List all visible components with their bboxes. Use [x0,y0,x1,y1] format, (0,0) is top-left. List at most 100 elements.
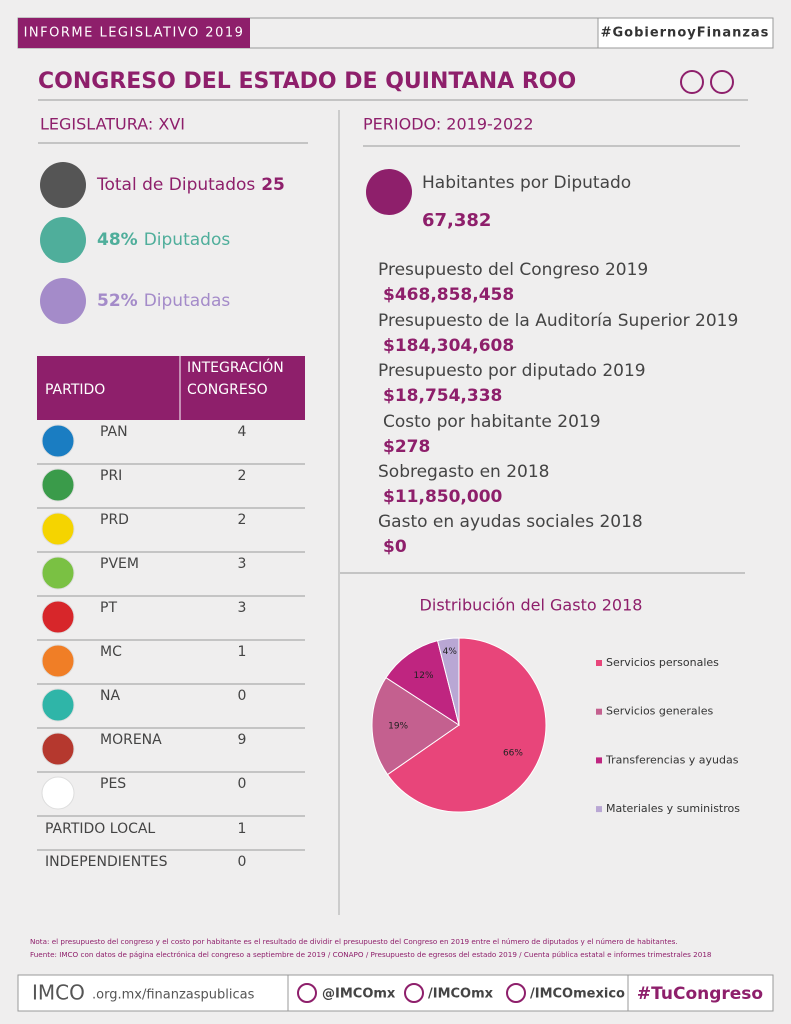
chart-title: Distribución del Gasto 2018 [420,596,643,615]
table-header: INTEGRACIÓN [187,358,284,376]
pie-slice [385,640,460,727]
budget-value: $11,850,000 [383,487,503,507]
note: Fuente: IMCO con datos de página electró… [30,950,712,959]
seats: 4 [238,424,247,440]
footer-bar [17,974,774,1012]
party-name: PARTIDO LOCAL [45,821,155,837]
party-logo [41,732,75,766]
summary-item: 48% Diputados [97,230,230,250]
legend-label: Materiales y suministros [606,802,740,815]
legislatura: LEGISLATURA: XVI [40,115,185,134]
party-logo [41,468,75,502]
twitter-icon[interactable] [297,983,317,1003]
legend-swatch [596,806,602,813]
party-name: PES [100,776,126,792]
table-header: PARTIDO [45,382,105,398]
summary-value: 52% [97,291,138,311]
summary-value: 25 [255,175,285,195]
seats: 1 [238,821,247,837]
seats: 9 [238,732,247,748]
budget-value: $18,754,338 [383,386,502,406]
budget-value: $184,304,608 [383,336,514,356]
hashtag-box [597,17,774,49]
party-name: MORENA [100,732,162,748]
people-icon [40,162,86,208]
seats: 2 [238,512,247,528]
slice-label: 66% [503,749,523,759]
party-name: PAN [100,424,128,440]
budget-label: Sobregasto en 2018 [378,462,550,482]
party-name: PRD [100,512,129,528]
legend-swatch [596,708,602,715]
summary-label: Diputadas [144,291,231,311]
footer-url: .org.mx/finanzaspublicas [92,988,255,1003]
summary-value: 48% [97,230,138,250]
note: Nota: el presupuesto del congreso y el c… [30,937,678,946]
report-tag: INFORME LEGISLATIVO 2019 [24,26,245,41]
budget-label: Gasto en ayudas sociales 2018 [378,512,643,532]
legend-swatch [596,757,602,764]
summary-label: Diputados [144,230,231,250]
legend-label: Servicios generales [606,705,713,718]
periodo: PERIODO: 2019-2022 [363,115,534,134]
party-name: PVEM [100,556,139,572]
youtube-icon[interactable] [506,983,526,1003]
slice-label: 12% [414,671,434,681]
habitantes-label: Habitantes por Diputado [422,173,631,193]
party-logo [41,424,75,458]
budget-label: Presupuesto del Congreso 2019 [378,260,648,280]
pie-slice [436,637,460,726]
pie-slice [386,637,547,813]
party-name: PT [100,600,117,616]
pie-slice [371,676,460,776]
table-header: CONGRESO [187,382,268,398]
budget-value: $278 [383,437,430,457]
legend-label: Transferencias y ayudas [605,753,739,766]
legend-swatch [596,660,602,666]
footer-hashtag: #TuCongreso [637,984,763,1004]
seats: 0 [238,854,247,870]
man-icon [40,217,86,263]
seats: 1 [238,644,247,660]
header-tag [18,18,250,48]
party-logo [41,776,75,810]
budget-value: $468,858,458 [383,285,514,305]
slice-label: 4% [443,647,458,657]
summary-label: Total de Diputados [96,175,255,195]
party-logo [41,600,75,634]
people-icon [366,169,412,215]
facebook-icon[interactable] [710,70,734,94]
woman-icon [40,278,86,324]
budget-label: Costo por habitante 2019 [383,412,601,432]
footer-logo: IMCO [32,981,85,1005]
footer-twitter: @IMCOmx [322,987,396,1002]
party-name: MC [100,644,122,660]
title: CONGRESO DEL ESTADO DE QUINTANA ROO [38,69,576,94]
facebook-icon[interactable] [404,983,424,1003]
party-logo [41,512,75,546]
footer-youtube: /IMCOmexico [530,987,625,1002]
summary-item: 52% Diputadas [97,291,230,311]
seats: 0 [238,688,247,704]
table-header [37,356,305,420]
legend-label: Servicios personales [606,656,719,669]
seats: 2 [238,468,247,484]
seats: 3 [238,600,247,616]
party-name: PRI [100,468,122,484]
budget-label: Presupuesto por diputado 2019 [378,361,646,381]
habitantes-value: 67,382 [422,210,491,231]
summary-item: Total de Diputados 25 [96,175,285,195]
budget-value: $0 [383,537,407,557]
party-name: NA [100,688,120,704]
hashtag: #GobiernoyFinanzas [601,26,770,41]
slice-label: 19% [388,721,408,731]
party-logo [41,688,75,722]
party-logo [41,556,75,590]
twitter-icon[interactable] [680,70,704,94]
footer-facebook: /IMCOmx [428,987,494,1002]
seats: 0 [238,776,247,792]
budget-label: Presupuesto de la Auditoría Superior 201… [378,311,738,331]
party-name: INDEPENDIENTES [45,854,168,870]
